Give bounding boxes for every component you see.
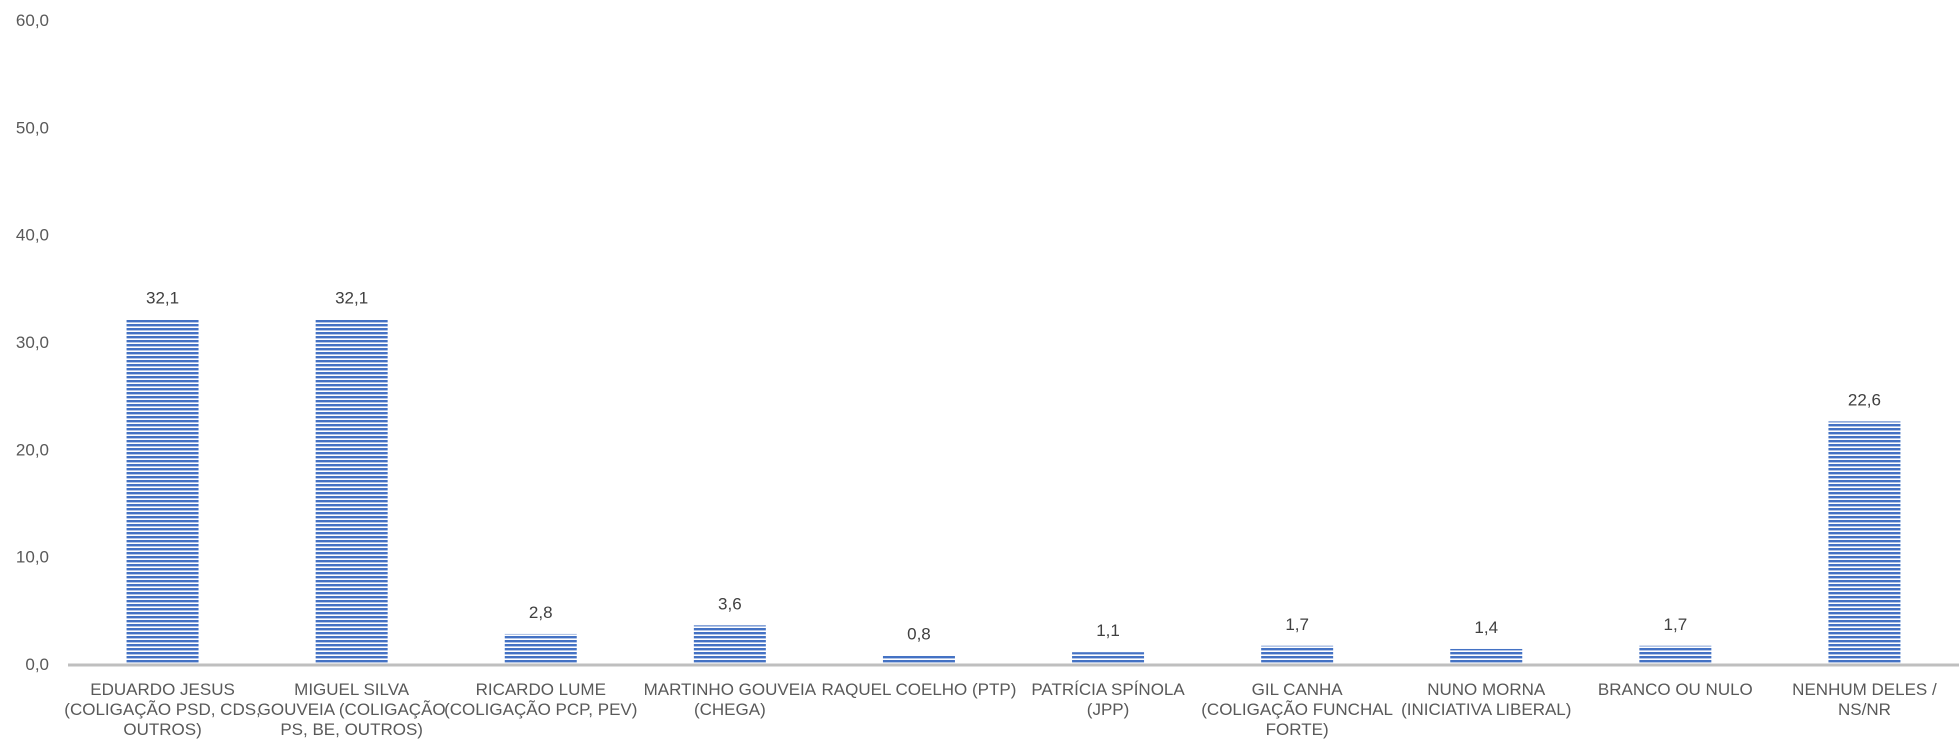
- category-label-line: (COLIGAÇÃO FUNCHAL: [1201, 700, 1393, 719]
- bar: [504, 633, 577, 664]
- bar: [693, 625, 766, 664]
- category-label-line: (JPP): [1087, 700, 1130, 719]
- y-tick-label: 20,0: [16, 440, 49, 459]
- y-tick-label: 30,0: [16, 333, 49, 352]
- category-label: GIL CANHA (COLIGAÇÃO FUNCHAL FORTE): [1201, 680, 1393, 739]
- category-label-line: MIGUEL SILVA: [294, 680, 410, 699]
- bar: [1828, 421, 1901, 664]
- category-label-line: BRANCO OU NULO: [1598, 680, 1753, 699]
- category-label-line: PS, BE, OUTROS): [280, 720, 423, 739]
- category-label: BRANCO OU NULO: [1598, 680, 1753, 699]
- category-label-line: GOUVEIA (COLIGAÇÃO: [258, 700, 446, 719]
- category-label-line: GIL CANHA: [1252, 680, 1344, 699]
- data-label: 1,4: [1474, 618, 1498, 637]
- category-label-line: PATRÍCIA SPÍNOLA: [1031, 680, 1185, 699]
- category-label-line: EDUARDO JESUS: [90, 680, 235, 699]
- data-label: 32,1: [335, 288, 368, 307]
- data-label: 1,1: [1096, 621, 1120, 640]
- y-tick-label: 50,0: [16, 118, 49, 137]
- y-tick-label: 0,0: [25, 655, 49, 674]
- category-label-line: NENHUM DELES /: [1792, 680, 1937, 699]
- category-label-line: NUNO MORNA: [1427, 680, 1546, 699]
- category-label: EDUARDO JESUS (COLIGAÇÃO PSD, CDS, OUTROS): [64, 680, 260, 739]
- category-label-line: RAQUEL COELHO (PTP): [821, 680, 1016, 699]
- category-label-line: (COLIGAÇÃO PSD, CDS,: [64, 700, 260, 719]
- category-label-line: FORTE): [1266, 720, 1329, 739]
- bar: [1639, 645, 1712, 664]
- category-label: RAQUEL COELHO (PTP): [821, 680, 1016, 699]
- data-label: 22,6: [1848, 390, 1881, 409]
- data-label: 3,6: [718, 594, 742, 613]
- data-label: 0,8: [907, 624, 931, 643]
- bar: [315, 319, 388, 664]
- category-label-line: (CHEGA): [694, 700, 766, 719]
- data-label: 2,8: [529, 603, 553, 622]
- category-label: MARTINHO GOUVEIA (CHEGA): [644, 680, 817, 719]
- category-label-line: (COLIGAÇÃO PCP, PEV): [444, 700, 637, 719]
- category-label: RICARDO LUME (COLIGAÇÃO PCP, PEV): [444, 680, 637, 719]
- bar: [1261, 645, 1334, 664]
- y-tick-label: 10,0: [16, 548, 49, 567]
- bars: [126, 319, 1901, 664]
- bar: [1450, 648, 1523, 664]
- data-labels: 32,1 32,1 2,8 3,6 0,8 1,1 1,7 1,4 1,7 22,6: [146, 288, 1881, 643]
- category-label-line: RICARDO LUME: [476, 680, 606, 699]
- bar: [1072, 652, 1145, 664]
- category-label: PATRÍCIA SPÍNOLA (JPP): [1031, 680, 1185, 719]
- category-labels: EDUARDO JESUS (COLIGAÇÃO PSD, CDS, OUTROS)…: [64, 680, 1937, 739]
- data-label: 1,7: [1664, 615, 1688, 634]
- category-label: NENHUM DELES / NS/NR: [1792, 680, 1937, 719]
- category-label-line: (INICIATIVA LIBERAL): [1401, 700, 1571, 719]
- y-tick-label: 60,0: [16, 11, 49, 30]
- category-label: MIGUEL SILVA GOUVEIA (COLIGAÇÃO PS, BE, OU…: [258, 680, 446, 739]
- data-label: 32,1: [146, 288, 179, 307]
- category-label-line: OUTROS): [123, 720, 201, 739]
- category-label-line: MARTINHO GOUVEIA: [644, 680, 817, 699]
- bar: [126, 319, 199, 664]
- bar: [882, 655, 955, 664]
- y-axis-ticks: 0,0 10,0 20,0 30,0 40,0 50,0 60,0: [16, 11, 49, 674]
- category-label: NUNO MORNA (INICIATIVA LIBERAL): [1401, 680, 1571, 719]
- y-tick-label: 40,0: [16, 226, 49, 245]
- data-label: 1,7: [1285, 615, 1309, 634]
- category-label-line: NS/NR: [1838, 700, 1891, 719]
